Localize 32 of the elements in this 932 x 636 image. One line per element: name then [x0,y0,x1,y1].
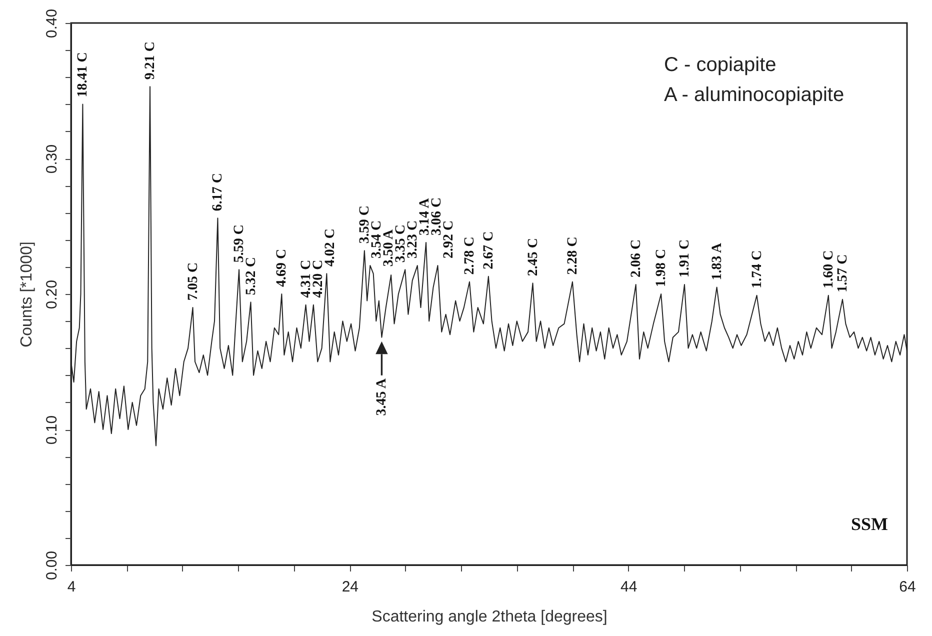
annotation: 9.21 C [143,42,158,80]
annotation: 1.83 A [710,242,725,280]
annotation: 3.45 A [374,377,390,416]
annotation: 4.69 C [274,248,290,287]
y-tick-label: 0.20 [44,280,60,310]
annotation: 1.91 C [677,239,692,278]
y-tick-label: 0.30 [44,144,60,174]
annotation: SSM [850,514,888,534]
y-tick-label: 0.10 [44,415,60,445]
annotation: A - aluminocopiapite [664,84,844,106]
annotation: 1.60 C [821,250,836,288]
annotation: 2.28 C [565,236,580,275]
annotation: 2.06 C [628,239,644,278]
y-axis-title: Counts [*1000] [18,242,36,348]
annotation: 2.45 C [526,238,541,276]
annotation: C - copiapite [664,54,776,76]
annotation: 5.32 C [244,257,260,296]
annotation: 18.41 C [76,52,91,98]
x-axis-title: Scattering angle 2theta [degrees] [372,608,608,626]
x-tick-label: 44 [620,578,638,596]
annotation: 6.17 C [210,172,226,212]
x-tick-label: 4 [67,578,76,596]
annotation: 1.74 C [750,250,765,288]
x-tick-label: 24 [342,578,359,596]
annotation: 1.57 C [835,254,850,292]
annotation: 7.05 C [186,262,201,301]
annotation: 2.78 C [462,236,478,275]
y-tick-label: 0.00 [44,550,60,580]
annotation: 1.98 C [654,248,670,287]
x-tick-label: 64 [899,578,916,596]
annotation: 2.67 C [481,231,496,270]
y-tick-label: 0.40 [44,8,60,38]
